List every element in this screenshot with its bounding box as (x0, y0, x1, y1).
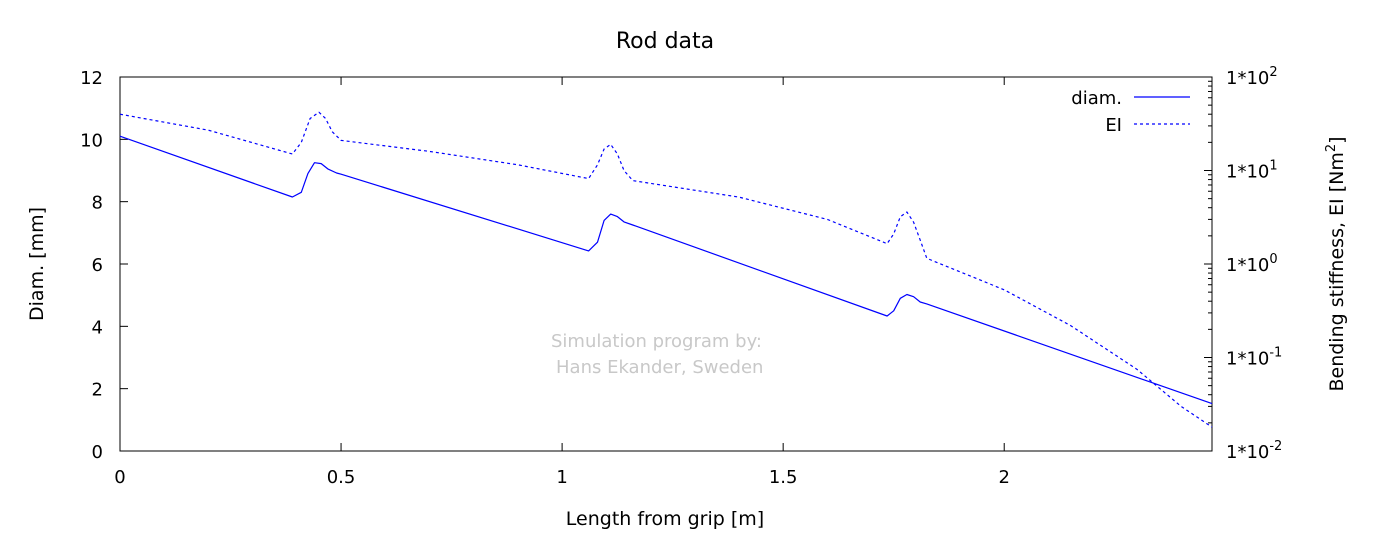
x-tick-label: 0 (114, 467, 125, 488)
legend-label-diam: diam. (1071, 88, 1122, 109)
plot-frame (119, 76, 1213, 452)
y-tick-label: 4 (92, 317, 103, 338)
watermark-line-2: Hans Ekander, Sweden (556, 357, 763, 378)
x-tick-label: 1 (556, 467, 567, 488)
y2-tick-label-base: 1*10 (1226, 349, 1269, 370)
y2-tick-label: 1*100 (1226, 252, 1278, 276)
y2-axis-label-main: Bending stiffness, EI [Nm (1326, 152, 1348, 391)
x-tick-label: 2 (998, 467, 1009, 488)
y2-tick-label-base: 1*10 (1226, 68, 1269, 89)
y2-tick-label: 1*102 (1226, 65, 1278, 89)
series-diam-line (119, 135, 1213, 405)
y2-axis-label-end: ] (1326, 136, 1348, 143)
series-ei-line (119, 111, 1213, 428)
y2-axis-label-sup: 2 (1324, 144, 1339, 152)
y2-tick-label-exp: -1 (1269, 346, 1282, 361)
x-axis-label: Length from grip [m] (566, 508, 764, 530)
y-tick-label: 6 (92, 255, 103, 276)
watermark-line-1: Simulation program by: (551, 331, 762, 352)
x-tick-label: 0.5 (327, 467, 356, 488)
y2-tick-label-exp: 2 (1269, 65, 1277, 80)
y-tick-label: 8 (92, 193, 103, 214)
y-axis-label: Diam. [mm] (26, 207, 48, 321)
y2-axis-label: Bending stiffness, EI [Nm2] (1324, 136, 1348, 391)
legend: diam. EI (1071, 88, 1190, 136)
x-tick-label: 1.5 (769, 467, 798, 488)
y-tick-label: 2 (92, 380, 103, 401)
y2-tick-label-base: 1*10 (1226, 442, 1269, 463)
y2-tick-label: 1*10-1 (1226, 346, 1282, 370)
y2-tick-label-base: 1*10 (1226, 162, 1269, 183)
y2-tick-label-exp: -2 (1269, 439, 1282, 454)
y2-tick-label: 1*101 (1226, 159, 1278, 183)
y-tick-label: 10 (80, 130, 103, 151)
y2-tick-label: 1*10-2 (1226, 439, 1282, 463)
y-tick-label: 12 (80, 68, 103, 89)
y2-tick-label-exp: 0 (1269, 252, 1277, 267)
y2-tick-label-base: 1*10 (1226, 255, 1269, 276)
chart-title: Rod data (616, 29, 714, 54)
y2-tick-label-exp: 1 (1269, 159, 1277, 174)
y-tick-label: 0 (92, 442, 103, 463)
legend-label-ei: EI (1105, 115, 1122, 136)
